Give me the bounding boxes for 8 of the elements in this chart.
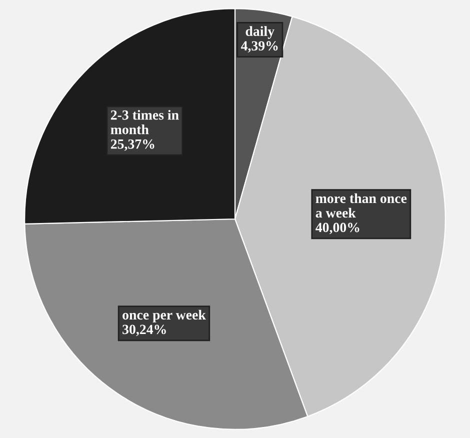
slice-label: more than once a week (316, 193, 407, 218)
data-label: 40,00% (316, 222, 360, 234)
data-label: 25,37% (110, 139, 154, 151)
data-label: 4,39% (240, 41, 278, 53)
slice-label: once per week (122, 310, 206, 322)
slice-label: daily (246, 26, 274, 39)
slice-label: 2-3 times in month (110, 110, 179, 134)
data-label: 30,24% (122, 324, 166, 336)
